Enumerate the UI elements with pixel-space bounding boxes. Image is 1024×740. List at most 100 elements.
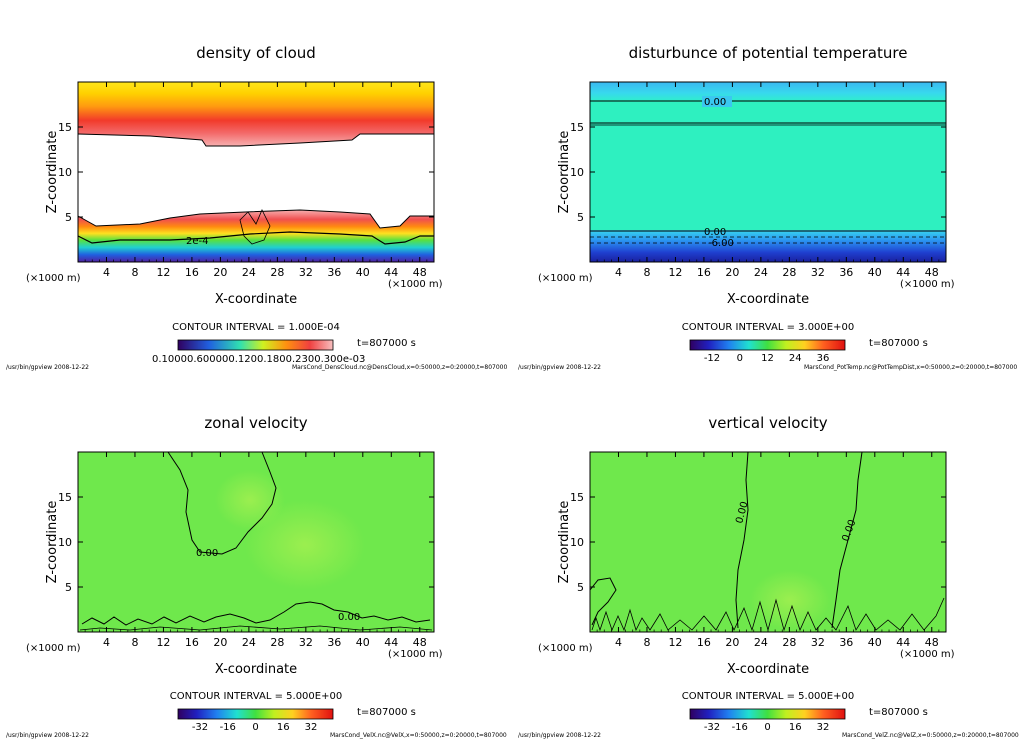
panel-zonal-velocity: zonal velocity 0.00 0.00 4 8 12 16 20 24 28 32 3… (6, 414, 507, 739)
plot-area: 0.00 0.00 (78, 451, 434, 632)
y-tick-label: 10 (570, 536, 584, 549)
x-tick-label: 44 (384, 266, 398, 279)
colorbar-tick-label: -32 (192, 722, 208, 733)
colorbar-tick-label: 32 (305, 722, 318, 733)
y-axis: 5 10 15 (570, 121, 946, 224)
x-unit-left: (×1000 m) (538, 273, 593, 284)
x-tick-label: 20 (213, 636, 227, 649)
colorbar-ticks: -32 -16 0 16 32 (704, 722, 830, 733)
x-unit-right: (×1000 m) (388, 649, 443, 660)
plot-area: 2e-4 (77, 82, 434, 262)
x-tick-label: 44 (384, 636, 398, 649)
x-tick-label: 4 (103, 636, 110, 649)
x-tick-label: 36 (327, 636, 341, 649)
time-label: t=807000 s (869, 338, 928, 349)
colorbar-tick-label: 0 (252, 722, 258, 733)
contour-interval: CONTOUR INTERVAL = 3.000E+00 (682, 322, 854, 333)
contour-label: -6.00 (708, 238, 734, 249)
y-tick-label: 5 (577, 211, 584, 224)
contour-interval: CONTOUR INTERVAL = 5.000E+00 (682, 691, 854, 702)
contour-line (831, 451, 863, 629)
x-unit-left: (×1000 m) (26, 273, 81, 284)
panel-title: vertical velocity (708, 414, 827, 432)
colorbar (689, 339, 846, 351)
colorbar-ticks: -32 -16 0 16 32 (192, 722, 318, 733)
contour-line (589, 577, 617, 626)
time-label: t=807000 s (357, 707, 416, 718)
y-axis: 5 10 15 (570, 491, 946, 594)
x-axis-label: X-coordinate (215, 662, 297, 677)
contour-line (591, 597, 945, 632)
x-tick-label: 28 (782, 636, 796, 649)
x-tick-label: 16 (697, 266, 711, 279)
lower-band (590, 230, 946, 262)
x-axis: 4 8 12 16 20 24 28 32 36 40 44 48 (596, 452, 940, 649)
x-tick-label: 24 (754, 636, 768, 649)
y-tick-label: 10 (570, 166, 584, 179)
colorbar-labels: 0.10000.600000.1200.1800.2300.300e-03 (152, 354, 365, 365)
x-tick-label: 16 (697, 636, 711, 649)
contour-label: 0.00 (704, 97, 726, 108)
plot-area: 0.00 0.00 (589, 451, 946, 632)
colorbar-tick-label: -16 (732, 722, 748, 733)
colorbar-tick-label: 16 (277, 722, 290, 733)
y-axis: 5 10 15 (58, 491, 434, 594)
panel-vertical-velocity: vertical velocity 0.00 0.00 4 8 12 16 20 24 28… (518, 414, 1019, 739)
contour-line (735, 451, 749, 629)
y-tick-label: 10 (58, 536, 72, 549)
y-tick-label: 15 (570, 121, 584, 134)
x-tick-label: 32 (299, 266, 313, 279)
footer-right: MarsCond_PotTemp.nc@PotTempDist,x=0:5000… (804, 364, 1017, 371)
y-axis: 5 10 15 (58, 121, 434, 224)
upper-band (590, 82, 946, 100)
y-tick-label: 10 (58, 166, 72, 179)
contour-label: 2e-4 (186, 236, 209, 247)
x-tick-label: 36 (839, 266, 853, 279)
x-axis: 4 8 12 16 20 24 28 32 36 40 44 48 (596, 82, 940, 279)
x-tick-label: 12 (668, 636, 682, 649)
colorbar-tick-label: -32 (704, 722, 720, 733)
contour-label: 0.00 (704, 227, 726, 238)
y-axis-label: Z-coordinate (557, 131, 572, 214)
contour-line (239, 209, 271, 245)
x-tick-label: 20 (213, 266, 227, 279)
x-tick-label: 4 (615, 636, 622, 649)
y-tick-label: 5 (65, 211, 72, 224)
footer-right: MarsCond_VelZ.nc@VelZ,x=0:50000,z=0:2000… (842, 732, 1019, 739)
contour-line (167, 451, 277, 555)
x-tick-label: 48 (413, 266, 427, 279)
colorbar-ticks: -12 0 12 24 36 (704, 353, 830, 364)
contour-interval: CONTOUR INTERVAL = 1.000E-04 (172, 322, 340, 333)
time-label: t=807000 s (869, 707, 928, 718)
x-tick-label: 40 (356, 636, 370, 649)
y-tick-label: 15 (58, 121, 72, 134)
x-tick-label: 32 (811, 636, 825, 649)
colorbar-tick-label: 32 (817, 722, 830, 733)
contour-line (77, 133, 434, 147)
contour-label: 0.00 (338, 612, 360, 623)
x-tick-label: 48 (925, 266, 939, 279)
x-tick-label: 24 (242, 636, 256, 649)
footer-right: MarsCond_VelX.nc@VelX,x=0:50000,z=0:2000… (330, 732, 507, 739)
x-axis-label: X-coordinate (727, 662, 809, 677)
x-tick-label: 20 (725, 636, 739, 649)
colorbar-tick-label: 36 (817, 353, 830, 364)
footer-left: /usr/bin/gpview 2008-12-22 (518, 732, 601, 739)
colorbar-tick-label: 24 (789, 353, 802, 364)
x-tick-label: 16 (185, 636, 199, 649)
footer-left: /usr/bin/gpview 2008-12-22 (6, 732, 89, 739)
x-tick-label: 44 (896, 636, 910, 649)
x-tick-label: 32 (299, 636, 313, 649)
panel-title: zonal velocity (204, 414, 307, 432)
x-tick-label: 44 (896, 266, 910, 279)
x-tick-label: 28 (270, 636, 284, 649)
time-label: t=807000 s (357, 338, 416, 349)
contour-line (79, 625, 433, 631)
x-tick-label: 48 (925, 636, 939, 649)
contour-line (77, 209, 434, 229)
x-tick-label: 36 (327, 266, 341, 279)
x-tick-label: 40 (868, 636, 882, 649)
contour-line (81, 601, 431, 626)
x-tick-label: 40 (356, 266, 370, 279)
